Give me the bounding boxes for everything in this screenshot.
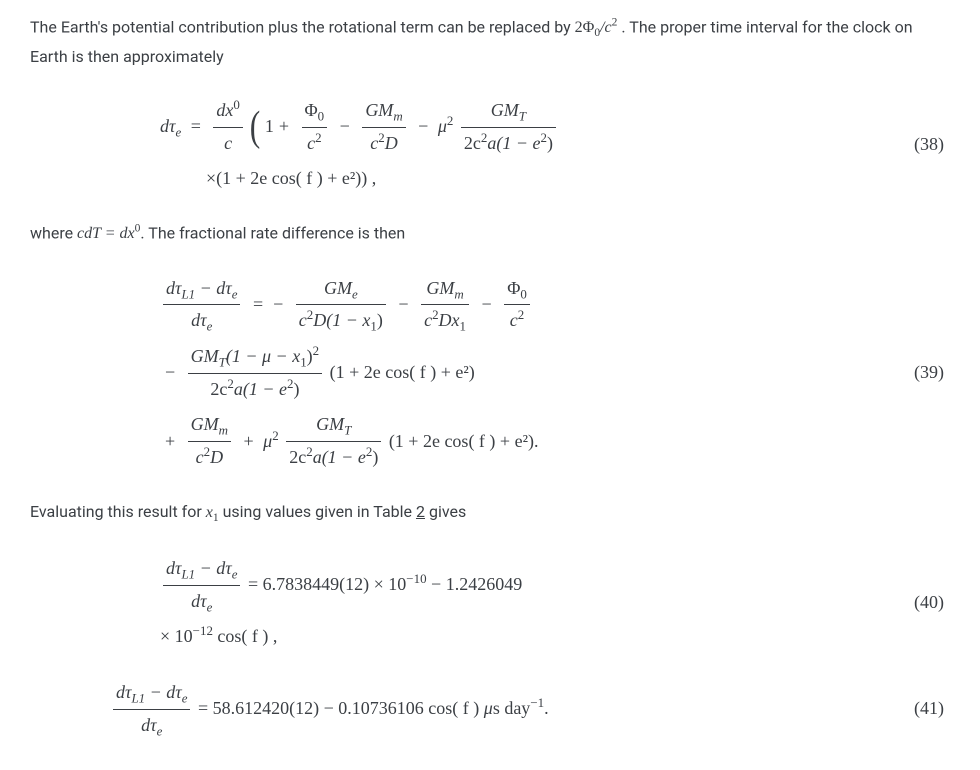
equation-39: dτL1 − dτe dτe =− GMe c2D(1 − x1) − GMm … [30,274,950,473]
inline-math-x1: x1 [206,504,219,521]
text: where [30,223,77,242]
table-2-link[interactable]: 2 [416,502,425,521]
equation-number-38: (38) [884,130,950,160]
equation-40: dτL1 − dτe dτe = 6.7838449(12) × 10−10 −… [30,554,950,652]
text: Evaluating this result for [30,502,206,521]
paragraph-mid-2: Evaluating this result for x1 using valu… [30,499,950,528]
equation-39-body: dτL1 − dτe dτe =− GMe c2D(1 − x1) − GMm … [160,274,884,473]
paragraph-mid-1: where cdT = dx0. The fractional rate dif… [30,220,950,248]
equation-number-40: (40) [884,588,950,618]
equation-40-body: dτL1 − dτe dτe = 6.7838449(12) × 10−10 −… [160,554,884,652]
inline-math-cdT: cdT = dx0 [77,225,140,242]
equation-41: dτL1 − dτe dτe = 58.612420(12) − 0.10736… [30,678,950,740]
equation-number-41: (41) [884,694,950,724]
page: The Earth's potential contribution plus … [0,0,980,770]
text: gives [425,502,466,521]
text: using values given in Table [219,502,416,521]
equation-41-body: dτL1 − dτe dτe = 58.612420(12) − 0.10736… [110,678,884,740]
equation-number-39: (39) [884,358,950,388]
equation-38-body: dτe = dx0 c ( 1+ Φ0 c2 − GMm c2D − μ2 GM… [160,96,884,194]
text: . The fractional rate difference is then [140,223,405,242]
inline-math-2phi0-over-c2: 2Φ0/c2 [575,19,622,36]
text: The Earth's potential contribution plus … [30,17,575,36]
paragraph-intro: The Earth's potential contribution plus … [30,14,950,70]
equation-38: dτe = dx0 c ( 1+ Φ0 c2 − GMm c2D − μ2 GM… [30,96,950,194]
